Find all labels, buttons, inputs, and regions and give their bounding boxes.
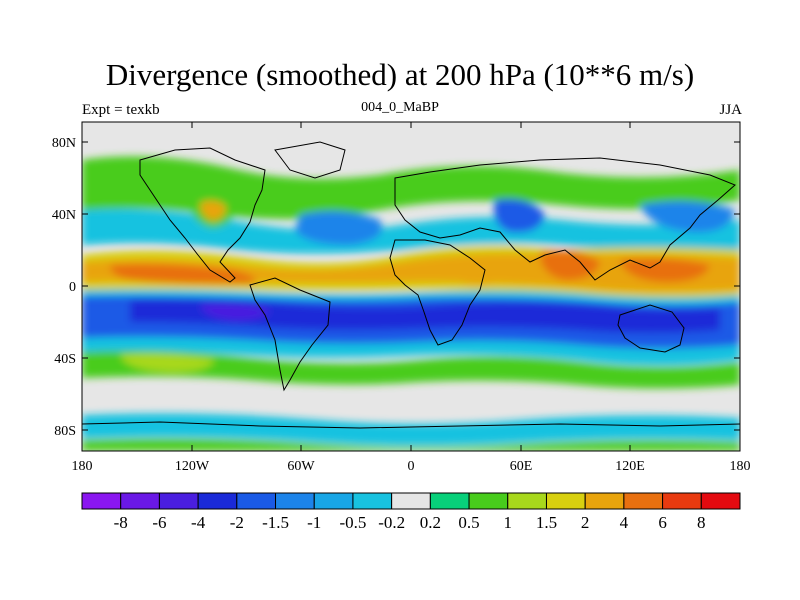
tropical-red-patch-pacific <box>620 258 710 282</box>
map-title: Divergence (smoothed) at 200 hPa (10**6 … <box>105 57 695 92</box>
colorbar-swatch <box>120 492 160 510</box>
colorbar-label: 0.5 <box>458 513 479 532</box>
colorbar-label: -1.5 <box>262 513 289 532</box>
eurasia-outline <box>394 157 736 281</box>
lat-axis: 80N 40N 0 40S 80S <box>52 136 740 439</box>
australia-outline <box>617 304 685 353</box>
nh-blue-patch <box>295 211 382 245</box>
colorbar-swatch <box>429 492 470 510</box>
nh-orange-ring <box>200 200 226 221</box>
colorbar-label: 0.2 <box>420 513 441 532</box>
greenland-outline <box>274 141 346 179</box>
colorbar-swatch <box>584 492 625 510</box>
colorbar-swatch <box>545 492 586 510</box>
season-label: JJA <box>719 102 742 118</box>
nh-cyan-band <box>82 208 740 254</box>
south-america-outline <box>249 277 331 392</box>
lat-tick-label: 0 <box>69 280 76 295</box>
divergence-field <box>82 122 740 451</box>
colorbar-label: -1 <box>307 513 321 532</box>
lat-tick-label: 40S <box>54 352 76 367</box>
colorbar-swatch <box>81 492 122 510</box>
lon-axis: 180 120W 60W 0 60E 120E 180 <box>72 122 751 474</box>
colorbar-label: -0.2 <box>378 513 405 532</box>
colorbar: -8 -6 -4 -2 -1.5 -1 -0.5 -0.2 0.2 0.5 1 1.5 2 4 6 8 <box>81 492 741 532</box>
colorbar-label: -8 <box>114 513 128 532</box>
colorbar-label: -0.5 <box>339 513 366 532</box>
lat-tick-label: 40N <box>52 208 76 223</box>
coastlines <box>82 141 740 429</box>
asia-blue-patch <box>494 199 545 233</box>
antarctic-cyan-band <box>82 413 740 445</box>
antarctica-outline <box>82 421 740 429</box>
lon-tick-label: 180 <box>730 459 751 474</box>
colorbar-swatch <box>391 492 431 510</box>
colorbar-label: 6 <box>658 513 667 532</box>
colorbar-swatch <box>700 492 741 510</box>
africa-outline <box>389 239 486 346</box>
lon-tick-label: 180 <box>72 459 93 474</box>
lon-tick-label: 60E <box>510 459 533 474</box>
colorbar-swatch <box>352 492 393 510</box>
colorbar-label: 8 <box>697 513 706 532</box>
colorbar-swatch <box>662 492 702 510</box>
tropical-red-patch-asia <box>540 250 600 280</box>
colorbar-label: -6 <box>152 513 166 532</box>
sh-green-band <box>82 350 740 389</box>
lon-tick-label: 0 <box>408 459 415 474</box>
colorbar-label: -4 <box>191 513 206 532</box>
lon-tick-label: 60W <box>287 459 315 474</box>
nh-green-band <box>82 156 740 219</box>
colorbar-label: 4 <box>620 513 629 532</box>
colorbar-swatch <box>158 492 199 510</box>
sh-violet-patch <box>200 304 270 320</box>
colorbar-label: 1.5 <box>536 513 557 532</box>
colorbar-label: -2 <box>230 513 244 532</box>
colorbar-swatch <box>236 492 277 510</box>
tropical-orange-indian <box>430 259 520 285</box>
colorbar-swatch <box>468 492 509 510</box>
sh-yellow-patch <box>120 353 215 372</box>
experiment-label: Expt = texkb <box>82 102 160 118</box>
lon-tick-label: 120E <box>615 459 645 474</box>
pacific-blue-patch <box>640 201 735 233</box>
colorbar-label: 1 <box>504 513 513 532</box>
run-label: 004_0_MaBP <box>361 100 439 115</box>
north-america-outline <box>139 147 266 283</box>
tropical-red-patch-america <box>110 264 256 285</box>
colorbar-swatch <box>507 492 547 510</box>
colorbar-label: 2 <box>581 513 590 532</box>
lat-tick-label: 80S <box>54 424 76 439</box>
lon-tick-label: 120W <box>175 459 210 474</box>
colorbar-swatch <box>275 492 315 510</box>
colorbar-swatch <box>197 492 238 510</box>
antarctic-green-band <box>82 438 740 451</box>
colorbar-swatch <box>313 492 354 510</box>
lat-tick-label: 80N <box>52 136 76 151</box>
colorbar-swatch <box>623 492 664 510</box>
